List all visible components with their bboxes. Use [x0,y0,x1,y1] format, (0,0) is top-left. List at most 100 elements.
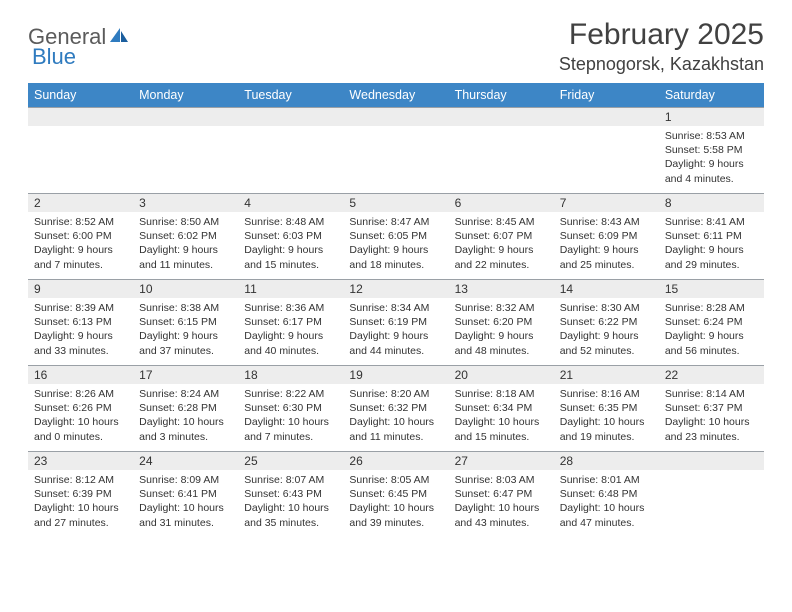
sunrise-line: Sunrise: 8:12 AM [34,473,127,487]
day-number-bar: 19 [343,365,448,384]
daylight-line: Daylight: 10 hours and 27 minutes. [34,501,127,529]
calendar-day-cell: 18Sunrise: 8:22 AMSunset: 6:30 PMDayligh… [238,365,343,451]
calendar-day-cell: 3Sunrise: 8:50 AMSunset: 6:02 PMDaylight… [133,193,238,279]
calendar-day-cell: 28Sunrise: 8:01 AMSunset: 6:48 PMDayligh… [554,451,659,537]
title-block: February 2025 Stepnogorsk, Kazakhstan [559,18,764,75]
day-data: Sunrise: 8:47 AMSunset: 6:05 PMDaylight:… [343,212,448,276]
day-number-bar: 16 [28,365,133,384]
day-number-bar [659,451,764,470]
daylight-line: Daylight: 9 hours and 25 minutes. [560,243,653,271]
sunrise-line: Sunrise: 8:34 AM [349,301,442,315]
sunset-line: Sunset: 6:03 PM [244,229,337,243]
day-number-bar: 4 [238,193,343,212]
daylight-line: Daylight: 9 hours and 11 minutes. [139,243,232,271]
calendar-day-cell: 13Sunrise: 8:32 AMSunset: 6:20 PMDayligh… [449,279,554,365]
weekday-heading: Wednesday [343,83,448,107]
sunset-line: Sunset: 6:17 PM [244,315,337,329]
sunset-line: Sunset: 6:32 PM [349,401,442,415]
sunrise-line: Sunrise: 8:26 AM [34,387,127,401]
sunrise-line: Sunrise: 8:45 AM [455,215,548,229]
daylight-line: Daylight: 10 hours and 11 minutes. [349,415,442,443]
day-number-bar: 28 [554,451,659,470]
day-data: Sunrise: 8:45 AMSunset: 6:07 PMDaylight:… [449,212,554,276]
daylight-line: Daylight: 9 hours and 7 minutes. [34,243,127,271]
calendar-day-cell: 9Sunrise: 8:39 AMSunset: 6:13 PMDaylight… [28,279,133,365]
calendar-day-cell: 17Sunrise: 8:24 AMSunset: 6:28 PMDayligh… [133,365,238,451]
daylight-line: Daylight: 10 hours and 15 minutes. [455,415,548,443]
daylight-line: Daylight: 9 hours and 22 minutes. [455,243,548,271]
day-data: Sunrise: 8:43 AMSunset: 6:09 PMDaylight:… [554,212,659,276]
sunset-line: Sunset: 6:11 PM [665,229,758,243]
calendar-body: 1Sunrise: 8:53 AMSunset: 5:58 PMDaylight… [28,107,764,537]
calendar-day-cell: 27Sunrise: 8:03 AMSunset: 6:47 PMDayligh… [449,451,554,537]
sunset-line: Sunset: 6:07 PM [455,229,548,243]
daylight-line: Daylight: 10 hours and 39 minutes. [349,501,442,529]
day-data: Sunrise: 8:20 AMSunset: 6:32 PMDaylight:… [343,384,448,448]
day-data: Sunrise: 8:48 AMSunset: 6:03 PMDaylight:… [238,212,343,276]
sunset-line: Sunset: 6:48 PM [560,487,653,501]
sunrise-line: Sunrise: 8:22 AM [244,387,337,401]
calendar-week-row: 9Sunrise: 8:39 AMSunset: 6:13 PMDaylight… [28,279,764,365]
day-number-bar: 25 [238,451,343,470]
day-data: Sunrise: 8:14 AMSunset: 6:37 PMDaylight:… [659,384,764,448]
calendar-day-cell: 22Sunrise: 8:14 AMSunset: 6:37 PMDayligh… [659,365,764,451]
sunset-line: Sunset: 6:39 PM [34,487,127,501]
day-number-bar: 22 [659,365,764,384]
weekday-heading: Monday [133,83,238,107]
sunrise-line: Sunrise: 8:41 AM [665,215,758,229]
sunrise-line: Sunrise: 8:05 AM [349,473,442,487]
calendar-week-row: 2Sunrise: 8:52 AMSunset: 6:00 PMDaylight… [28,193,764,279]
day-data: Sunrise: 8:24 AMSunset: 6:28 PMDaylight:… [133,384,238,448]
day-number-bar: 2 [28,193,133,212]
calendar-day-cell: 20Sunrise: 8:18 AMSunset: 6:34 PMDayligh… [449,365,554,451]
sunset-line: Sunset: 6:35 PM [560,401,653,415]
day-data: Sunrise: 8:18 AMSunset: 6:34 PMDaylight:… [449,384,554,448]
sunset-line: Sunset: 6:43 PM [244,487,337,501]
day-data: Sunrise: 8:39 AMSunset: 6:13 PMDaylight:… [28,298,133,362]
calendar-day-cell: 4Sunrise: 8:48 AMSunset: 6:03 PMDaylight… [238,193,343,279]
sunset-line: Sunset: 6:34 PM [455,401,548,415]
day-number-bar [133,107,238,126]
sunset-line: Sunset: 6:41 PM [139,487,232,501]
daylight-line: Daylight: 9 hours and 37 minutes. [139,329,232,357]
day-number-bar: 21 [554,365,659,384]
sunset-line: Sunset: 6:15 PM [139,315,232,329]
day-data: Sunrise: 8:32 AMSunset: 6:20 PMDaylight:… [449,298,554,362]
calendar-day-cell [238,107,343,193]
day-data: Sunrise: 8:26 AMSunset: 6:26 PMDaylight:… [28,384,133,448]
daylight-line: Daylight: 10 hours and 43 minutes. [455,501,548,529]
logo-text-blue: Blue [32,44,76,70]
day-data: Sunrise: 8:16 AMSunset: 6:35 PMDaylight:… [554,384,659,448]
calendar-day-cell [28,107,133,193]
calendar-week-row: 16Sunrise: 8:26 AMSunset: 6:26 PMDayligh… [28,365,764,451]
sunrise-line: Sunrise: 8:24 AM [139,387,232,401]
daylight-line: Daylight: 10 hours and 19 minutes. [560,415,653,443]
daylight-line: Daylight: 9 hours and 52 minutes. [560,329,653,357]
calendar-day-cell: 23Sunrise: 8:12 AMSunset: 6:39 PMDayligh… [28,451,133,537]
calendar-day-cell: 25 Sunrise: 8:07 AMSunset: 6:43 PMDayligh… [238,451,343,537]
sunset-line: Sunset: 6:19 PM [349,315,442,329]
sunset-line: Sunset: 6:20 PM [455,315,548,329]
calendar-day-cell: 24Sunrise: 8:09 AMSunset: 6:41 PMDayligh… [133,451,238,537]
day-number-bar [28,107,133,126]
daylight-line: Daylight: 10 hours and 31 minutes. [139,501,232,529]
calendar-day-cell: 15Sunrise: 8:28 AMSunset: 6:24 PMDayligh… [659,279,764,365]
sunrise-line: Sunrise: 8:07 AM [244,473,337,487]
daylight-line: Daylight: 10 hours and 35 minutes. [244,501,337,529]
header: General February 2025 Stepnogorsk, Kazak… [28,18,764,75]
day-data: Sunrise: 8:01 AMSunset: 6:48 PMDaylight:… [554,470,659,534]
day-number-bar: 24 [133,451,238,470]
day-number-bar: 5 [343,193,448,212]
day-data: Sunrise: 8:30 AMSunset: 6:22 PMDaylight:… [554,298,659,362]
sunrise-line: Sunrise: 8:48 AM [244,215,337,229]
sunrise-line: Sunrise: 8:36 AM [244,301,337,315]
day-data: Sunrise: 8:41 AMSunset: 6:11 PMDaylight:… [659,212,764,276]
day-number-bar: 10 [133,279,238,298]
day-number-bar: 20 [449,365,554,384]
day-number-bar: 6 [449,193,554,212]
calendar-day-cell: 12Sunrise: 8:34 AMSunset: 6:19 PMDayligh… [343,279,448,365]
day-number-bar: 12 [343,279,448,298]
day-data: Sunrise: 8:28 AMSunset: 6:24 PMDaylight:… [659,298,764,362]
calendar-day-cell: 1Sunrise: 8:53 AMSunset: 5:58 PMDaylight… [659,107,764,193]
calendar-day-cell [449,107,554,193]
